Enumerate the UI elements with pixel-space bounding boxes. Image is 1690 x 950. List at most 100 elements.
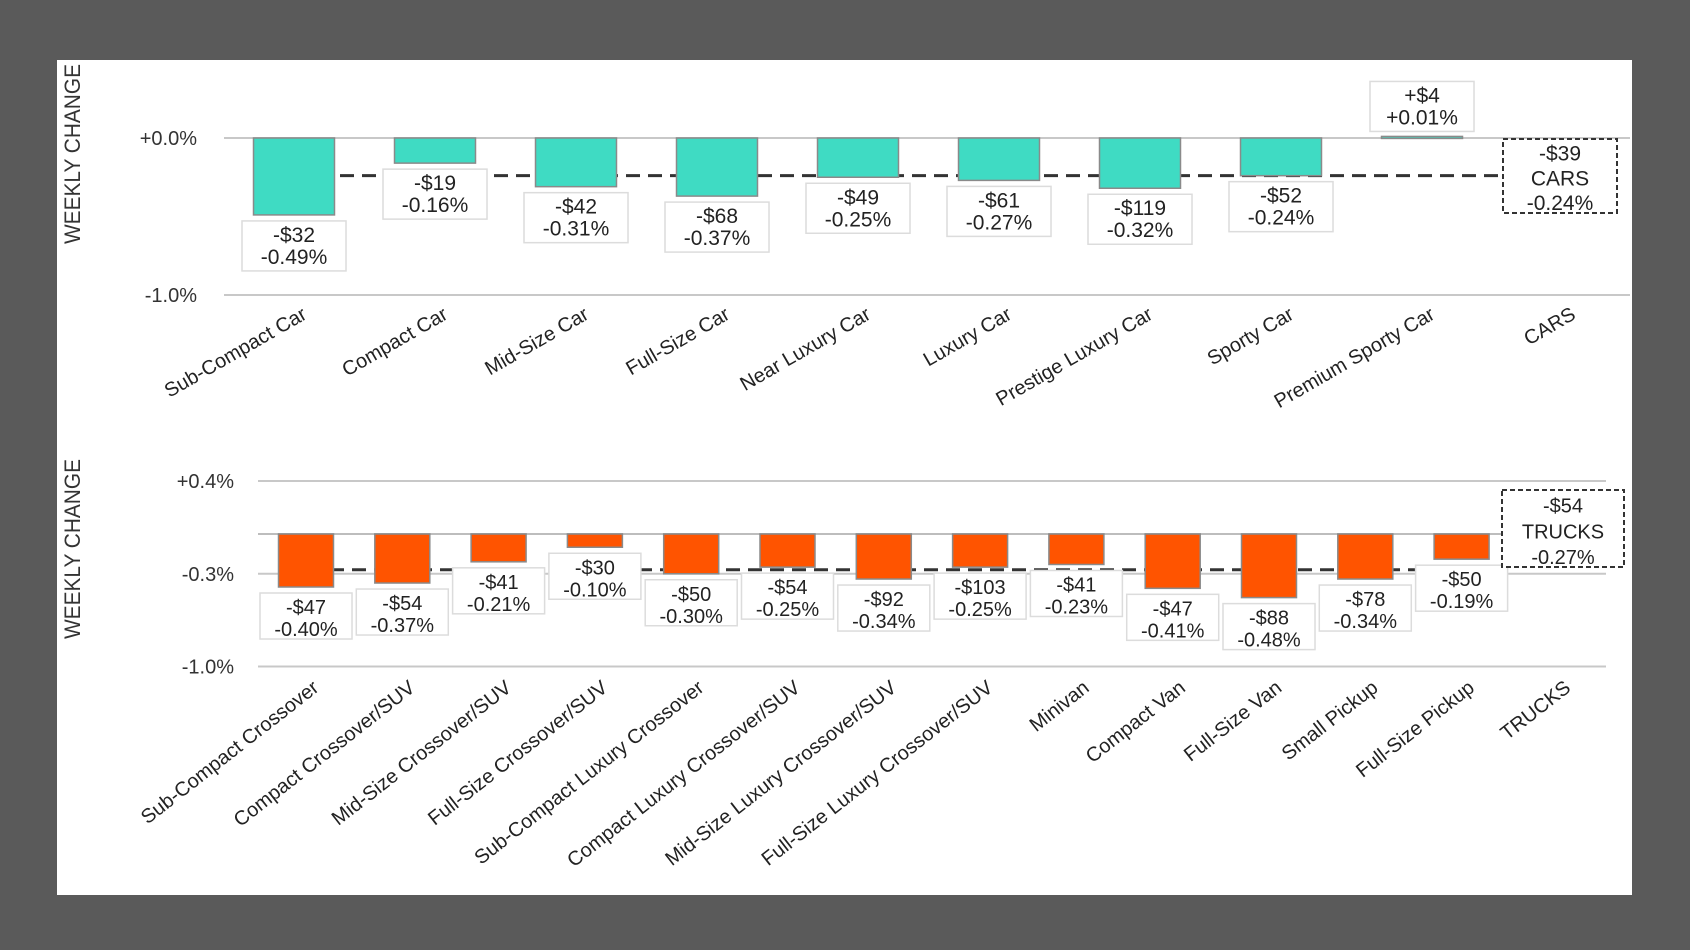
y-tick-label: -1.0% (182, 657, 234, 679)
total-dollar: -$39 (1539, 143, 1581, 166)
data-label-dollar: -$41 (1056, 574, 1096, 596)
data-label-box (451, 567, 546, 615)
x-category-label: Sub-Compact Car (161, 303, 311, 402)
data-label-dollar: -$68 (696, 205, 738, 228)
x-category-label: Full-Size Crossover/SUV (424, 676, 612, 830)
y-tick-label: -0.3% (182, 564, 234, 586)
x-category-label: Mid-Size Crossover/SUV (328, 676, 516, 830)
total-label-box (1502, 138, 1618, 214)
data-label-box (837, 584, 931, 632)
x-category-label: Mid-Size Car (481, 303, 592, 380)
bar (816, 137, 900, 178)
x-category-label: Luxury Car (920, 303, 1016, 371)
data-label-box (644, 579, 738, 627)
bar (1239, 137, 1323, 177)
data-label-dollar: -$19 (414, 172, 456, 195)
total-dollar: -$54 (1543, 496, 1583, 518)
data-label-dollar: -$41 (479, 572, 519, 594)
data-label-dollar: -$50 (671, 584, 711, 606)
data-label-percent: -0.31% (543, 218, 610, 241)
data-label-dollar: -$42 (555, 196, 597, 219)
data-label-dollar: +$4 (1404, 84, 1440, 107)
data-label-dollar: -$119 (1114, 197, 1166, 220)
data-label-dollar: -$61 (978, 189, 1020, 212)
data-label-percent: -0.48% (1237, 630, 1301, 652)
data-label-box (382, 168, 488, 220)
data-label-percent: -0.21% (467, 594, 531, 616)
y-axis-title: WEEKLY CHANGE (60, 64, 85, 244)
data-label-box (1414, 564, 1509, 612)
data-label-percent: -0.23% (1045, 596, 1109, 618)
total-percent: -0.27% (1531, 547, 1595, 569)
bar (1144, 533, 1201, 590)
x-category-label: Compact Van (1082, 677, 1190, 768)
bar (1380, 135, 1464, 140)
total-name: TRUCKS (1522, 521, 1604, 543)
data-label-box (259, 592, 353, 640)
x-category-label: Compact Car (338, 303, 451, 381)
data-label-percent: -0.25% (825, 208, 892, 231)
data-label-dollar: -$54 (382, 593, 422, 615)
data-label-percent: -0.16% (402, 194, 469, 217)
data-label-dollar: -$52 (1260, 185, 1302, 208)
y-tick-label: +0.0% (140, 128, 197, 150)
data-label-percent: -0.34% (852, 611, 916, 633)
bar (1240, 533, 1298, 599)
bar (1337, 533, 1394, 580)
y-tick-label: -1.0% (145, 285, 197, 307)
data-label-percent: -0.25% (756, 599, 820, 621)
bar (1048, 533, 1105, 566)
data-label-box (241, 220, 347, 272)
data-label-box (1228, 180, 1334, 233)
x-category-label: Prestige Luxury Car (992, 303, 1156, 411)
bar (566, 533, 624, 548)
total-name: CARS (1531, 167, 1589, 190)
data-label-box (1318, 584, 1413, 632)
total-percent: -0.24% (1527, 192, 1594, 215)
bar (393, 137, 477, 164)
x-category-label: Sub-Compact Crossover (137, 676, 323, 828)
data-label-box (523, 191, 629, 244)
data-label-dollar: -$49 (837, 186, 879, 209)
bar (1433, 533, 1490, 560)
data-label-percent: -0.25% (948, 599, 1012, 621)
x-category-label: Full-Size Car (622, 303, 733, 380)
y-tick-label: +0.4% (177, 471, 234, 493)
data-label-percent: -0.10% (563, 579, 627, 601)
y-axis-title: WEEKLY CHANGE (60, 459, 85, 639)
data-label-percent: -0.40% (274, 619, 338, 641)
data-label-box (805, 182, 911, 234)
data-label-percent: -0.32% (1107, 219, 1174, 242)
data-label-box (1029, 569, 1124, 618)
x-category-label: Small Pickup (1278, 677, 1383, 766)
data-label-box (548, 552, 642, 600)
data-label-box (1087, 193, 1193, 245)
data-label-percent: -0.49% (261, 246, 328, 269)
data-label-percent: -0.30% (660, 606, 724, 628)
bar (855, 533, 913, 580)
bar (470, 533, 527, 563)
data-label-dollar: -$47 (1153, 598, 1193, 620)
data-label-dollar: -$54 (767, 577, 807, 599)
cars-weekly-change-chart: WEEKLY CHANGE +0.0%-1.0%-$32-0.49%-$19-0.… (60, 64, 1630, 413)
bar (252, 137, 336, 216)
x-category-label: Minivan (1026, 677, 1094, 737)
bar (957, 137, 1041, 182)
data-label-dollar: -$78 (1345, 589, 1385, 611)
data-label-box (933, 572, 1027, 620)
data-label-percent: -0.37% (684, 227, 751, 250)
data-label-box (740, 572, 835, 620)
data-label-box (946, 185, 1052, 238)
bar (951, 533, 1009, 568)
bar (675, 137, 759, 197)
bar (1098, 137, 1182, 189)
bar (534, 137, 618, 188)
bar (374, 533, 431, 584)
x-category-label: TRUCKS (1497, 677, 1575, 745)
data-label-percent: -0.41% (1141, 620, 1205, 642)
data-label-box (1369, 80, 1475, 133)
x-category-label: Near Luxury Car (736, 303, 874, 396)
data-label-box (355, 588, 450, 636)
data-label-dollar: -$32 (273, 224, 315, 247)
